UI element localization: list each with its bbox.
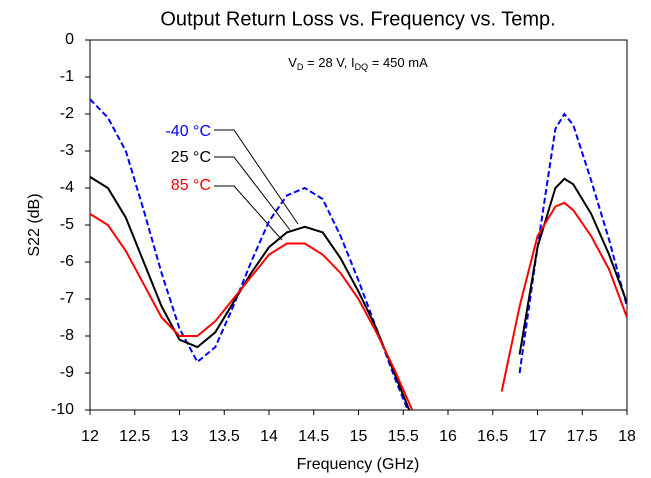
plot-frame: [89, 39, 628, 411]
x-tick-label: 13: [171, 428, 189, 445]
annotation: VD = 28 V, IDQ = 450 mA: [288, 55, 428, 72]
x-tick-label: 16.5: [477, 428, 508, 445]
legend-label: 25 °C: [171, 149, 211, 166]
x-tick-label: 12: [81, 428, 99, 445]
y-tick-label: -3: [60, 142, 74, 159]
x-tick-label: 14: [260, 428, 278, 445]
x-tick-label: 12.5: [119, 428, 150, 445]
x-tick-label: 18: [618, 428, 636, 445]
y-tick-label: -5: [60, 216, 74, 233]
legend-label: -40 °C: [165, 123, 211, 140]
y-tick-label: -9: [60, 364, 74, 381]
x-tick-label: 16: [439, 428, 457, 445]
x-tick-label: 17.5: [567, 428, 598, 445]
y-tick-label: -10: [51, 401, 74, 418]
x-tick-label: 15.5: [388, 428, 419, 445]
plot-lines: [90, 98, 627, 410]
y-tick-label: -4: [60, 179, 74, 196]
series-line: [90, 176, 627, 410]
chart-title: Output Return Loss vs. Frequency vs. Tem…: [160, 8, 555, 30]
y-axis-label: S22 (dB): [26, 193, 43, 256]
y-tick-label: -8: [60, 327, 74, 344]
y-tick-label: -7: [60, 290, 74, 307]
x-tick-label: 14.5: [298, 428, 329, 445]
legend-label: 85 °C: [171, 177, 211, 194]
leader-lines: [214, 129, 299, 241]
y-tick-label: -2: [60, 105, 74, 122]
series-line: [90, 201, 627, 410]
y-tick-label: 0: [65, 31, 74, 48]
y-tick-label: -1: [60, 68, 74, 85]
x-tick-label: 17: [529, 428, 547, 445]
leader-line: [214, 129, 299, 225]
leader-line: [214, 156, 291, 231]
series-line: [90, 98, 627, 410]
x-axis-label: Frequency (GHz): [297, 456, 420, 473]
x-tick-label: 13.5: [209, 428, 240, 445]
x-tick-label: 15: [350, 428, 368, 445]
y-tick-label: -6: [60, 253, 74, 270]
leader-line: [214, 185, 283, 241]
